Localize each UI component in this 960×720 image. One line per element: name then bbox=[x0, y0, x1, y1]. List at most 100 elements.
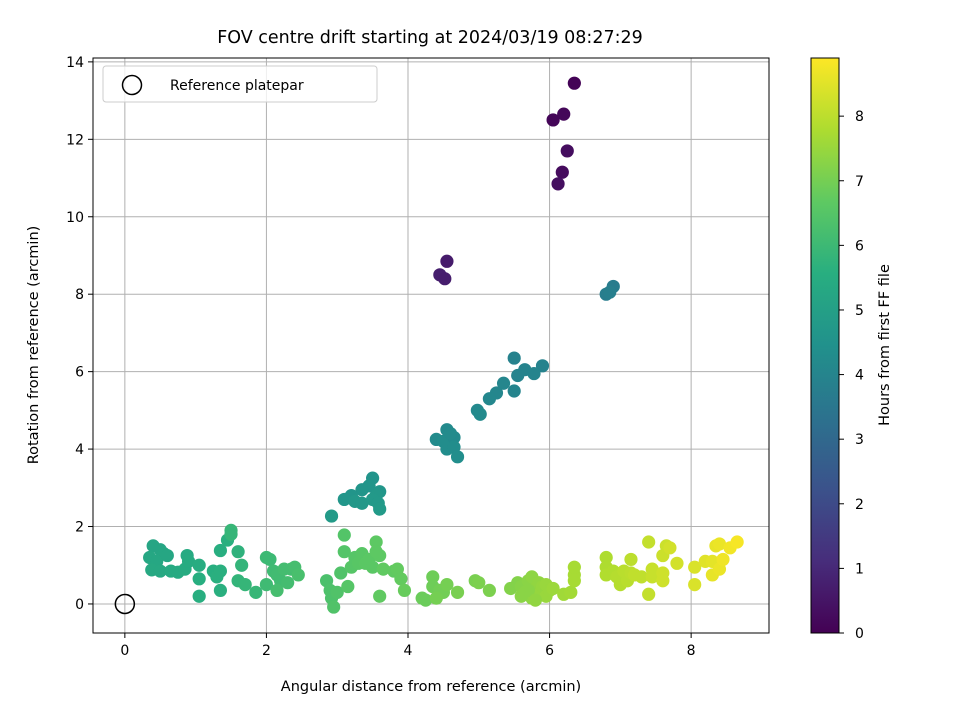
y-tick-label-6: 12 bbox=[66, 132, 84, 148]
data-point-27 bbox=[443, 426, 458, 441]
colorbar-tick-label-0: 0 bbox=[855, 626, 864, 642]
data-point-42 bbox=[373, 502, 387, 516]
y-tick-label-2: 4 bbox=[75, 442, 84, 458]
y-tick-label-0: 0 bbox=[75, 597, 84, 613]
data-point-145 bbox=[599, 550, 613, 565]
data-point-139 bbox=[528, 593, 543, 607]
data-point-43 bbox=[324, 509, 339, 523]
data-point-156 bbox=[634, 570, 649, 584]
data-point-8 bbox=[438, 272, 452, 286]
data-point-108 bbox=[394, 572, 408, 586]
data-point-74 bbox=[263, 552, 277, 567]
data-point-4 bbox=[555, 165, 569, 179]
colorbar-label: Hours from first FF file bbox=[877, 264, 893, 426]
colorbar-tick-label-1: 1 bbox=[855, 561, 864, 577]
data-point-17 bbox=[496, 376, 511, 390]
x-tick-label-0: 0 bbox=[120, 643, 129, 659]
y-axis-label: Rotation from reference (arcmin) bbox=[26, 226, 42, 465]
data-point-109 bbox=[397, 583, 412, 598]
data-point-111 bbox=[419, 593, 433, 607]
data-point-3 bbox=[560, 144, 574, 158]
data-point-90 bbox=[334, 566, 348, 580]
x-axis-label: Angular distance from reference (arcmin) bbox=[281, 679, 581, 695]
data-point-16 bbox=[527, 366, 541, 381]
data-point-72 bbox=[249, 585, 263, 599]
data-point-121 bbox=[482, 583, 496, 598]
colorbar bbox=[810, 57, 840, 634]
data-point-39 bbox=[355, 496, 369, 510]
data-point-118 bbox=[450, 585, 465, 599]
data-point-84 bbox=[291, 568, 305, 582]
data-point-37 bbox=[337, 492, 351, 507]
data-point-105 bbox=[373, 589, 387, 603]
data-point-19 bbox=[507, 384, 521, 398]
data-point-177 bbox=[730, 535, 744, 549]
data-point-56 bbox=[181, 554, 196, 568]
legend-box bbox=[102, 65, 378, 103]
data-point-91 bbox=[337, 528, 351, 542]
data-point-157 bbox=[642, 535, 656, 549]
reference-platepar-marker bbox=[114, 593, 136, 615]
data-point-120 bbox=[472, 576, 486, 590]
data-point-68 bbox=[231, 545, 245, 559]
data-point-165 bbox=[663, 541, 677, 555]
colorbar-tick-label-5: 5 bbox=[855, 303, 864, 319]
y-tick-label-5: 10 bbox=[66, 210, 84, 226]
data-point-100 bbox=[366, 560, 380, 574]
data-point-14 bbox=[535, 359, 550, 373]
data-point-173 bbox=[712, 537, 727, 551]
data-point-20 bbox=[482, 392, 496, 406]
data-point-103 bbox=[369, 545, 383, 559]
data-point-22 bbox=[473, 407, 487, 421]
data-point-92 bbox=[337, 545, 351, 559]
colorbar-ticks: 0 1 2 3 4 5 6 7 8 bbox=[839, 109, 864, 642]
data-point-49 bbox=[160, 548, 174, 563]
data-point-57 bbox=[192, 558, 206, 572]
colorbar-tick-label-4: 4 bbox=[855, 368, 864, 384]
data-point-62 bbox=[213, 564, 228, 578]
data-point-64 bbox=[213, 543, 228, 558]
reference-marker bbox=[114, 593, 136, 615]
y-tick-label-3: 6 bbox=[75, 365, 84, 381]
colorbar-tick-label-6: 6 bbox=[855, 238, 864, 254]
data-point-1 bbox=[557, 107, 571, 121]
data-point-154 bbox=[624, 552, 638, 567]
data-point-51 bbox=[153, 564, 167, 578]
x-tick-label-4: 8 bbox=[687, 643, 696, 659]
data-point-15 bbox=[511, 368, 525, 383]
colorbar-tick-label-7: 7 bbox=[855, 174, 864, 190]
chart-title: FOV centre drift starting at 2024/03/19 … bbox=[217, 28, 643, 48]
data-point-144 bbox=[567, 560, 581, 574]
data-point-158 bbox=[642, 587, 656, 601]
data-point-138 bbox=[514, 589, 528, 603]
data-point-88 bbox=[327, 600, 341, 614]
data-point-63 bbox=[213, 583, 228, 598]
data-point-167 bbox=[688, 577, 702, 592]
x-tick-label-1: 2 bbox=[262, 643, 271, 659]
data-point-89 bbox=[330, 585, 344, 599]
legend: Reference platepar bbox=[102, 65, 378, 103]
data-point-5 bbox=[551, 177, 565, 191]
legend-reference-marker bbox=[121, 74, 143, 96]
colorbar-tick-label-2: 2 bbox=[855, 497, 864, 513]
data-point-70 bbox=[235, 558, 249, 572]
data-point-0 bbox=[567, 76, 581, 90]
data-point-30 bbox=[450, 450, 465, 464]
data-point-116 bbox=[429, 591, 443, 605]
data-point-80 bbox=[281, 576, 295, 590]
data-point-166 bbox=[670, 556, 684, 570]
legend-entry-reference: Reference platepar bbox=[170, 78, 304, 94]
colorbar-tick-label-8: 8 bbox=[855, 109, 864, 125]
data-point-93 bbox=[341, 579, 355, 594]
data-point-117 bbox=[440, 577, 454, 592]
data-point-168 bbox=[688, 560, 702, 574]
data-point-104 bbox=[376, 562, 390, 576]
data-point-160 bbox=[645, 570, 659, 584]
x-tick-label-2: 4 bbox=[404, 643, 413, 659]
plot-frame bbox=[92, 57, 770, 634]
data-point-59 bbox=[192, 589, 206, 603]
data-point-6 bbox=[440, 254, 454, 268]
data-point-71 bbox=[238, 577, 252, 592]
data-point-175 bbox=[716, 552, 730, 567]
